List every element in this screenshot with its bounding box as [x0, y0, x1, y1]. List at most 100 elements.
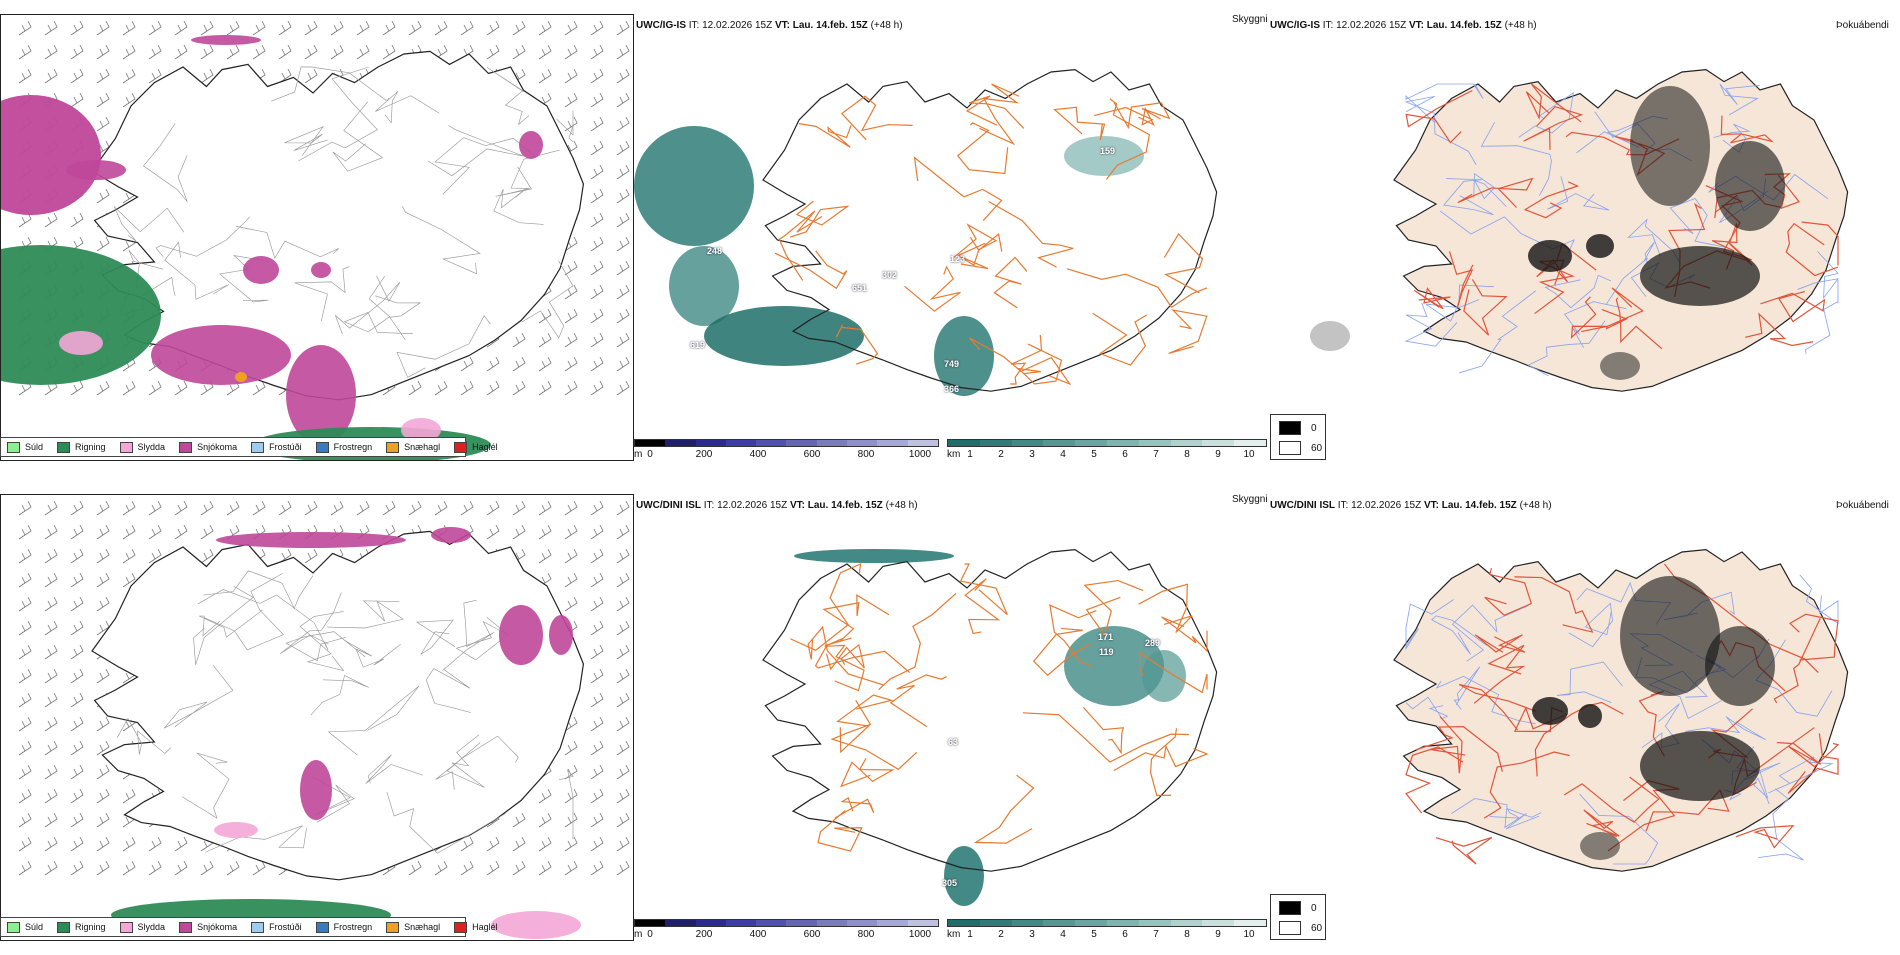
precip-swatch: [454, 921, 468, 933]
road-line: [1615, 297, 1663, 350]
precip-legend-item: Rigning: [57, 441, 106, 453]
road-line: [434, 137, 535, 195]
precip-swatch: [57, 441, 71, 453]
colorbar-step: [1202, 920, 1235, 926]
colorbar-step: [1170, 440, 1203, 446]
road-line: [956, 122, 1009, 175]
precip-swatch: [251, 441, 265, 453]
road-line: [798, 123, 852, 148]
rain-area: [1, 245, 161, 385]
road-line: [1163, 233, 1204, 294]
road-line: [973, 774, 1035, 844]
cloudbase-value-label: 289: [1145, 638, 1161, 648]
fog-area: [1578, 704, 1602, 728]
road-line: [1606, 241, 1655, 305]
fog-area: [1630, 86, 1710, 206]
cloudbase-colorbar: [634, 439, 939, 447]
road-line: [1669, 197, 1726, 248]
fog-area: [1600, 352, 1640, 380]
road-line: [219, 254, 271, 303]
sleet-area: [401, 418, 441, 442]
precip-legend-label: Snjókoma: [197, 922, 238, 932]
road-line: [203, 570, 314, 610]
road-line: [236, 226, 339, 259]
road-line: [1016, 343, 1063, 385]
road-line: [1463, 279, 1508, 336]
visibility-tick: 9: [1215, 449, 1221, 460]
road-line: [442, 599, 495, 671]
snow-area: [286, 345, 356, 445]
precip-swatch: [7, 921, 20, 933]
road-line: [1405, 746, 1464, 814]
road-line: [979, 83, 1020, 146]
road-line: [1083, 579, 1144, 637]
road-line: [1570, 296, 1608, 339]
precip-legend-label: Haglél: [472, 922, 498, 932]
model-name: UWC/DINI ISL: [1270, 500, 1335, 511]
road-line: [182, 752, 230, 819]
road-line: [1527, 320, 1606, 377]
visibility-tick: 3: [1029, 929, 1035, 940]
road-line: [298, 66, 378, 162]
cloudbase-tick: 400: [749, 449, 767, 460]
precip-legend-item: Snjókoma: [179, 441, 237, 453]
road-line: [1405, 89, 1473, 144]
lead-time: (+48 h): [885, 500, 918, 511]
precip-swatch: [315, 441, 329, 453]
precip-legend-label: Rigning: [75, 922, 106, 932]
model-name: UWC/DINI ISL: [636, 500, 701, 511]
road-line: [1405, 599, 1454, 651]
snow-area: [311, 262, 331, 278]
low-visibility-area: [944, 846, 984, 906]
road-line: [1066, 268, 1208, 309]
road-line: [197, 589, 329, 651]
precip-legend-label: Frostúði: [269, 442, 302, 452]
cloudbase-value-label: 171: [1098, 632, 1114, 642]
road-line: [1439, 210, 1575, 254]
colorbar-step: [907, 920, 938, 926]
precip-legend-item: Frostregn: [315, 921, 372, 933]
colorbar-step: [665, 920, 696, 926]
model-name: UWC/IG-IS: [636, 20, 686, 31]
road-line: [1473, 644, 1526, 704]
road-line: [1049, 604, 1097, 667]
fog-indicator-title: Þokuábendi: [1836, 20, 1889, 31]
colorbar-step: [1234, 440, 1266, 446]
low-visibility-area: [1064, 626, 1164, 706]
coastline: [1393, 68, 1849, 392]
precip-legend-label: Snæhagl: [404, 442, 441, 452]
snow-area: [431, 527, 471, 543]
road-line: [1404, 302, 1458, 347]
iceland-map: [1393, 548, 1849, 872]
init-time-value: 12.02.2026 15Z: [702, 20, 773, 31]
road-line: [1168, 309, 1208, 354]
road-line: [1720, 115, 1774, 144]
visibility-tick: 5: [1091, 929, 1097, 940]
road-line: [807, 625, 885, 686]
road-line: [778, 210, 823, 281]
colorbar-step: [695, 440, 726, 446]
road-line: [284, 126, 328, 156]
road-line: [1010, 334, 1043, 385]
visibility-tick: 10: [1243, 449, 1255, 460]
visibility-tick: 9: [1215, 929, 1221, 940]
cloudbase-visibility-canvas: [634, 68, 1218, 396]
precip-legend-item: Haglél: [454, 441, 498, 453]
road-line: [1405, 83, 1484, 124]
road-line: [521, 260, 574, 339]
visibility-tick: 2: [998, 449, 1004, 460]
road-line: [1788, 613, 1839, 661]
road-line: [1053, 106, 1106, 141]
cloudbase-tick: 1000: [908, 449, 932, 460]
visibility-title: Skyggni: [1232, 494, 1268, 505]
road-line: [1797, 251, 1839, 300]
snow-area: [66, 160, 126, 180]
cloudbase-tick: 0: [647, 449, 653, 460]
coastline: [91, 530, 585, 881]
visibility-unit: km: [947, 929, 961, 940]
init-time-value: 12.02.2026 15Z: [1336, 20, 1407, 31]
visibility-tick: 8: [1184, 929, 1190, 940]
precip-type-canvas: [18, 500, 630, 939]
road-line: [817, 810, 863, 852]
precip-legend-item: Súld: [7, 921, 43, 933]
